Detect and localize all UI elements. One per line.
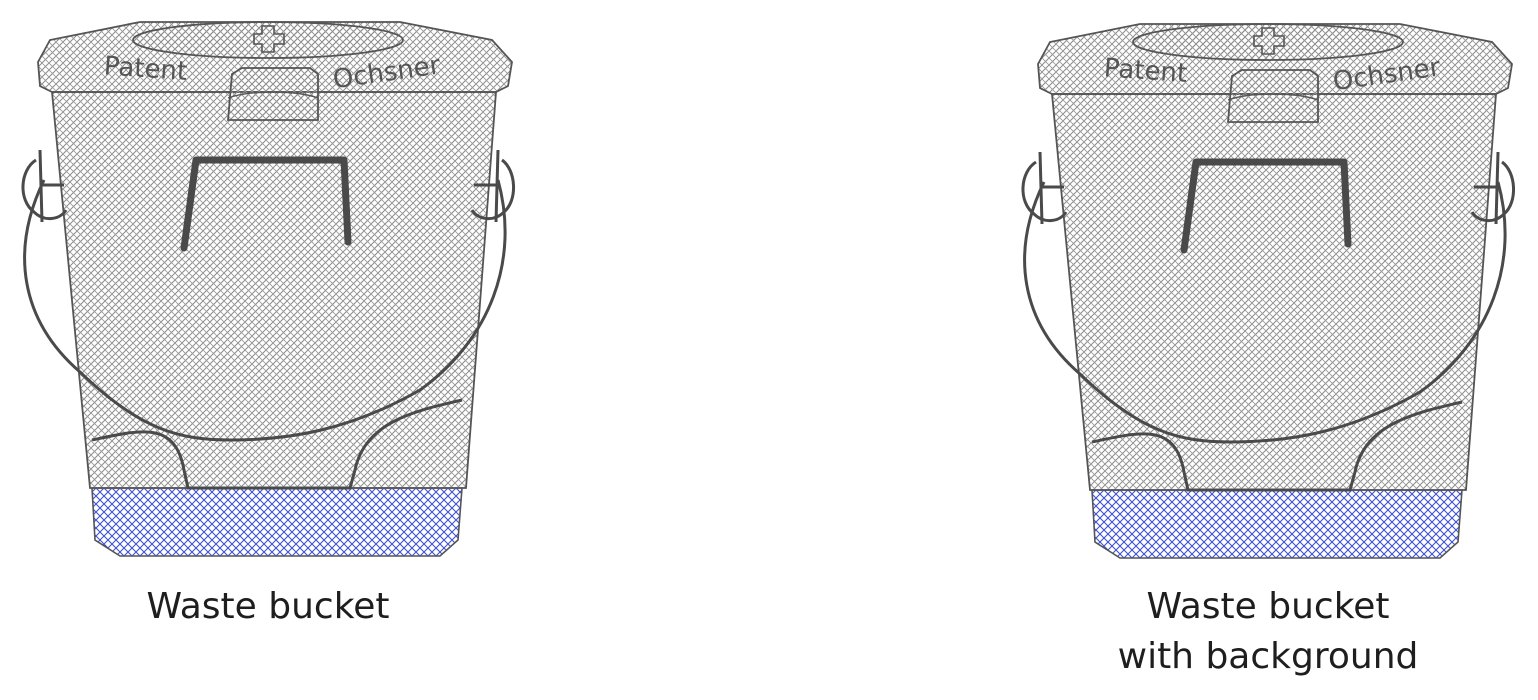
brand-left-label: Patent [103,51,188,87]
brand-left-label: Patent [1103,53,1188,89]
bucket-caption-line-1: Waste bucket [1146,586,1389,627]
bucket-figure-1: Patent Ochsner Waste bucket [23,22,514,627]
bucket-caption-line-1: Waste bucket [146,586,389,627]
bucket-caption-line-2: with background [1118,636,1419,677]
bucket-figure-2: Patent Ochsner Waste bucket with backgro… [1023,24,1514,677]
